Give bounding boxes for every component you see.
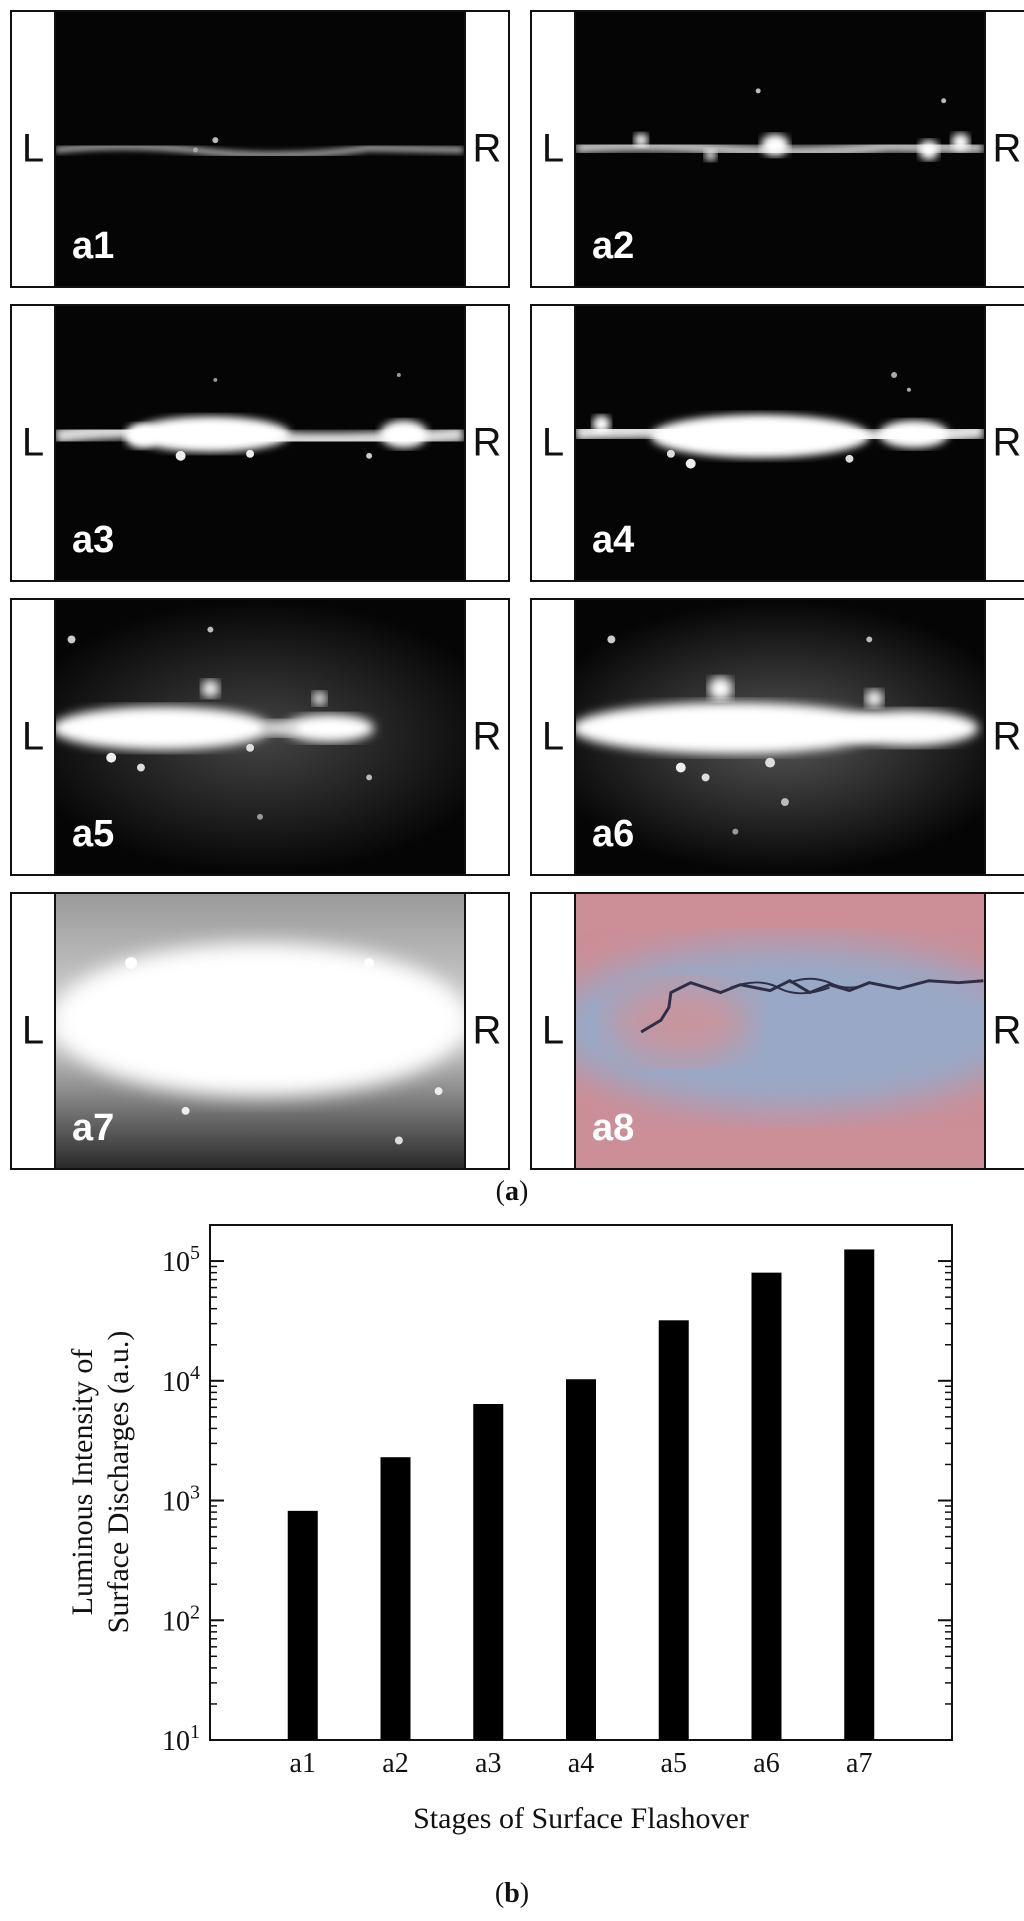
discharge-image: [12, 894, 508, 1168]
panel-label: a8: [592, 1107, 635, 1149]
panel-label: a7: [72, 1107, 115, 1149]
carbonized-track-image: [532, 894, 1024, 1168]
right-electrode: R: [464, 12, 508, 286]
discharge-image: [12, 600, 508, 874]
left-electrode-label: L: [541, 1008, 565, 1053]
x-tick-label: a6: [753, 1748, 779, 1779]
x-tick-label: a2: [382, 1748, 408, 1779]
left-electrode-label: L: [21, 714, 45, 759]
figure-a-caption: (a): [495, 1176, 529, 1207]
y-tick-label: 102: [162, 1601, 200, 1637]
left-electrode-label: L: [541, 126, 565, 171]
right-electrode: R: [464, 600, 508, 874]
left-electrode: L: [532, 12, 576, 286]
right-electrode-label: R: [472, 1008, 502, 1053]
left-electrode: L: [12, 12, 56, 286]
left-electrode: L: [532, 306, 576, 580]
bar-a3: [473, 1403, 504, 1740]
panel-a8: L R a8: [530, 892, 1024, 1170]
right-electrode-label: R: [992, 1008, 1022, 1053]
y-axis-ticks: 101 102 103 104 105: [162, 1242, 952, 1757]
x-tick-label: a5: [661, 1748, 687, 1779]
bar-a1: [287, 1510, 318, 1740]
bar-a2: [380, 1457, 411, 1740]
bar-a5: [658, 1320, 689, 1740]
left-electrode-label: L: [541, 714, 565, 759]
panel-a2: L R a2: [530, 10, 1024, 288]
x-tick-label: a1: [290, 1748, 316, 1779]
bars: [287, 1249, 875, 1740]
panel-label: a3: [72, 519, 115, 561]
panel-a3: L R a3: [10, 304, 510, 582]
right-electrode-label: R: [992, 420, 1022, 465]
left-electrode-label: L: [541, 420, 565, 465]
discharge-image: [54, 373, 465, 461]
caption-letter: a: [505, 1176, 519, 1207]
discharge-image: [55, 137, 464, 159]
right-electrode: R: [984, 894, 1024, 1168]
panel-a4: L R a4: [530, 304, 1024, 582]
x-tick-label: a7: [846, 1748, 872, 1779]
y-axis-title-line2: Surface Discharges (a.u.): [102, 1331, 135, 1634]
left-electrode: L: [12, 306, 56, 580]
left-electrode: L: [532, 894, 576, 1168]
right-electrode: R: [464, 894, 508, 1168]
right-electrode: R: [984, 306, 1024, 580]
left-electrode: L: [12, 894, 56, 1168]
discharge-image: [532, 600, 1024, 874]
right-electrode: R: [984, 12, 1024, 286]
right-electrode-label: R: [472, 126, 502, 171]
y-tick-label: 104: [162, 1362, 200, 1398]
panel-label: a1: [72, 225, 115, 267]
bar-a6: [751, 1272, 782, 1740]
panel-label: a4: [592, 519, 635, 561]
right-electrode-label: R: [992, 126, 1022, 171]
right-electrode-label: R: [992, 714, 1022, 759]
left-electrode: L: [532, 600, 576, 874]
y-axis-title-line1: Luminous Intensity of: [66, 1349, 99, 1616]
right-electrode-label: R: [472, 714, 502, 759]
panel-a5: L R a5: [10, 598, 510, 876]
x-tick-label: a3: [475, 1748, 501, 1779]
panel-a6: L R a6: [530, 598, 1024, 876]
caption-letter: b: [504, 1878, 520, 1909]
y-tick-label: 105: [162, 1242, 200, 1278]
panel-label: a6: [592, 813, 635, 855]
y-tick-label: 103: [162, 1482, 200, 1518]
panel-a1: L R a1: [10, 10, 510, 288]
x-axis-ticks: a1 a2 a3 a4 a5 a6 a7: [290, 1748, 873, 1779]
left-electrode-label: L: [21, 420, 45, 465]
left-electrode-label: L: [21, 126, 45, 171]
panel-a7: L R a7: [10, 892, 510, 1170]
discharge-image: [575, 372, 985, 469]
bar-a4: [566, 1379, 596, 1740]
panel-label: a2: [592, 225, 635, 267]
x-axis-title: Stages of Surface Flashover: [413, 1802, 749, 1835]
right-electrode: R: [464, 306, 508, 580]
y-tick-label: 101: [162, 1721, 200, 1757]
right-electrode: R: [984, 600, 1024, 874]
x-tick-label: a4: [568, 1748, 594, 1779]
right-electrode-label: R: [472, 420, 502, 465]
figure-b-caption: (b): [494, 1878, 530, 1909]
discharge-image: [575, 88, 984, 161]
luminous-intensity-chart: 101 102 103 104 105 a1 a2 a3 a4 a5 a6 a7 Stages of…: [66, 1224, 953, 1835]
left-electrode-label: L: [21, 1008, 45, 1053]
panel-label: a5: [72, 813, 115, 855]
bar-a7: [844, 1249, 875, 1740]
left-electrode: L: [12, 600, 56, 874]
